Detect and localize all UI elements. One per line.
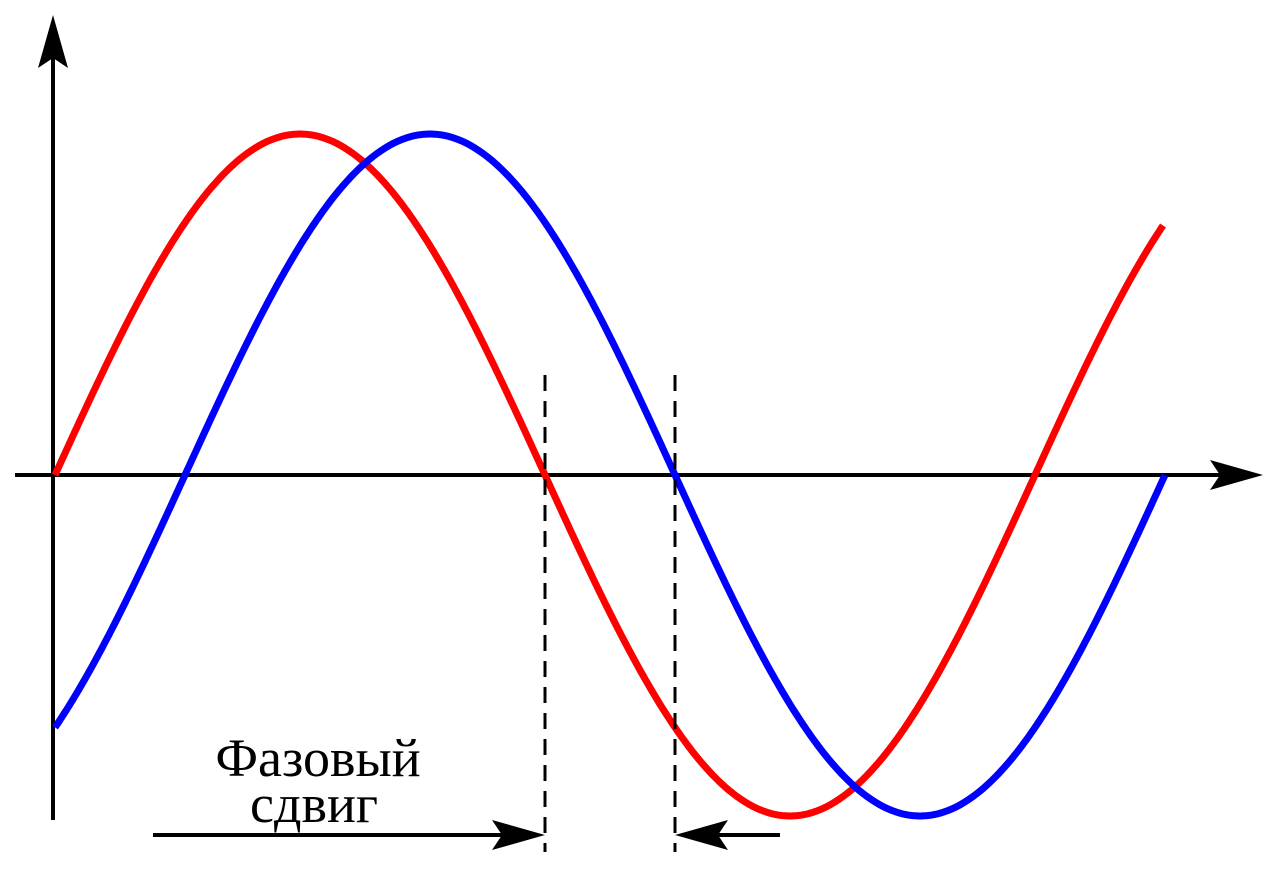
x-axis-arrow xyxy=(1210,460,1263,490)
red-wave xyxy=(51,130,1166,820)
blue-wave xyxy=(52,130,1169,820)
shift-arrowhead xyxy=(675,820,728,850)
label-line: сдвиг xyxy=(250,774,378,834)
shift-arrowhead xyxy=(492,820,545,850)
y-axis-arrow xyxy=(38,15,68,68)
label-line: Фазовый xyxy=(215,728,420,788)
